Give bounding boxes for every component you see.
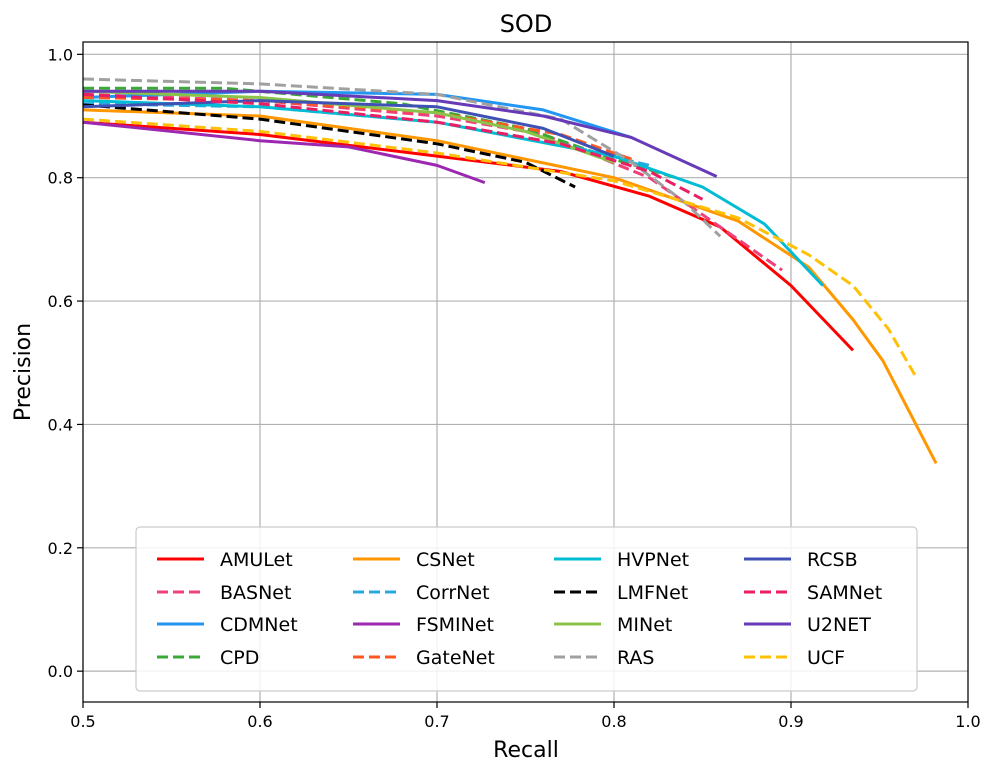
legend-label: FSMINet (416, 614, 494, 636)
series-line-rcsb (83, 99, 615, 158)
legend-label: AMULet (220, 549, 293, 571)
y-tick-label: 0.6 (48, 292, 73, 311)
legend-box (135, 526, 918, 692)
legend-label: LMFNet (617, 582, 688, 604)
chart-title: SOD (500, 10, 553, 38)
legend-label: RCSB (807, 549, 858, 571)
legend-label: BASNet (220, 582, 291, 604)
legend-label: GateNet (416, 647, 495, 669)
series-lines (83, 77, 938, 464)
y-axis-title: Precision (11, 323, 36, 421)
x-tick-label: 1.0 (955, 712, 980, 731)
legend-label: UCF (807, 647, 845, 669)
x-tick-label: 0.7 (424, 712, 449, 731)
legend-label: CDMNet (220, 614, 298, 636)
series-line-samnet (83, 92, 704, 201)
series-line-lmfnet (83, 103, 576, 189)
series-line-amulet (83, 120, 855, 352)
series-line-fsminet (83, 120, 486, 185)
x-tick-label: 0.8 (601, 712, 626, 731)
legend-label: CPD (220, 647, 259, 669)
legend-label: RAS (617, 647, 655, 669)
y-tick-label: 0.4 (48, 415, 73, 434)
axis-ticks: 0.5 0.6 0.7 0.8 0.9 1.0 0.0 0.2 0.4 0.6 0.8 1.0 (48, 45, 981, 731)
x-tick-label: 0.9 (778, 712, 803, 731)
x-axis-title: Recall (493, 738, 559, 763)
legend: AMULet BASNet CDMNet CPD CSNet CorrNet FSMINet… (135, 526, 918, 692)
x-tick-label: 0.6 (247, 712, 272, 731)
x-tick-label: 0.5 (70, 712, 95, 731)
series-line-u2net (83, 89, 718, 178)
plot-frame (82, 41, 969, 703)
legend-label: MINet (617, 614, 672, 636)
y-tick-label: 0.2 (48, 539, 73, 558)
legend-label: SAMNet (807, 582, 882, 604)
legend-label: CSNet (416, 549, 475, 571)
series-line-hvpnet (83, 99, 824, 287)
series-line-ucf (83, 117, 917, 376)
y-tick-label: 0.8 (48, 169, 73, 188)
series-line-csnet (83, 108, 938, 464)
y-tick-label: 1.0 (48, 45, 73, 64)
legend-label: HVPNet (617, 549, 689, 571)
legend-label: CorrNet (416, 582, 490, 604)
y-tick-label: 0.0 (48, 662, 73, 681)
legend-label: U2NET (807, 614, 871, 636)
